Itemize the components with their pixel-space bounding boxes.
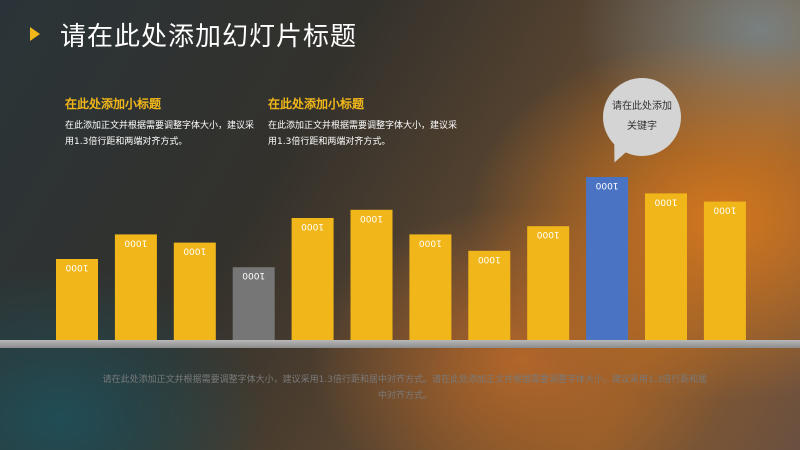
title-arrow-icon [30,27,40,41]
bar-label-7: 1000 [419,237,442,247]
bar-7 [409,234,452,341]
speech-bubble: 请在此处添加关键字 [603,78,681,156]
bar-label-5: 1000 [301,221,324,231]
bar-8 [468,250,511,341]
bar-5 [291,218,334,341]
bar-3 [173,242,216,341]
text-block-1: 在此处添加小标题 在此添加正文并根据需要调整字体大小，建议采用1.3倍行距和两端… [65,95,255,150]
bar-11 [645,193,687,341]
bar-label-6: 1000 [360,213,383,223]
block-body-2: 在此添加正文并根据需要调整字体大小，建议采用1.3倍行距和两端对齐方式。 [268,121,458,147]
bar-6 [350,209,393,341]
bar-2 [114,234,157,341]
bar-label-4: 1000 [242,270,265,280]
block-heading-1: 在此处添加小标题 [65,97,162,111]
bar-label-3: 1000 [183,246,206,256]
block-body-1: 在此添加正文并根据需要调整字体大小，建议采用1.3倍行距和两端对齐方式。 [65,121,255,147]
footer-text: 请在此处添加正文并根据需要调整字体大小，建议采用1.3倍行距和居中对齐方式。请在… [102,375,708,401]
bar-1 [56,259,98,341]
bar-4 [232,267,275,341]
block-heading-2: 在此处添加小标题 [268,97,365,111]
bar-label-2: 1000 [124,237,147,247]
slide-title: 请在此处添加幻灯片标题 [60,22,358,52]
bar-label-10: 1000 [595,180,618,190]
bar-label-8: 1000 [478,254,501,264]
bar-12 [703,201,746,341]
bar-9 [527,226,570,341]
bar-label-9: 1000 [536,229,559,239]
bar-label-12: 1000 [713,205,736,215]
text-block-2: 在此处添加小标题 在此添加正文并根据需要调整字体大小，建议采用1.3倍行距和两端… [268,95,458,150]
speech-bubble-text: 请在此处添加关键字 [612,101,672,132]
chart-baseline [0,340,800,348]
bar-label-1: 1000 [65,262,88,272]
bar-10 [586,177,629,341]
bar-label-11: 1000 [654,196,677,206]
